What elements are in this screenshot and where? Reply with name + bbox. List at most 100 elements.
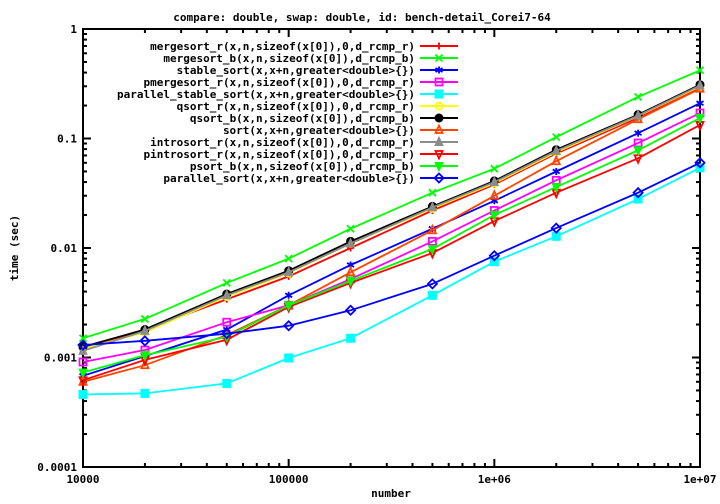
legend-label: qsort_b(x,n,sizeof(x[0]),d_rcmp_b)	[190, 112, 415, 125]
triangle-up-filled-marker	[489, 175, 500, 187]
times-marker	[695, 66, 705, 75]
legend-item: sort(x,x+n,greater<double>{})	[223, 123, 458, 137]
legend-label: pintrosort_r(x,n,sizeof(x[0]),0,d_rcmp_r…	[143, 148, 415, 161]
triangle-down-filled-marker	[78, 368, 88, 379]
triangle-up-open-marker	[489, 189, 500, 200]
triangle-down-filled-marker	[434, 162, 444, 173]
square-filled-marker	[284, 353, 294, 363]
x-tick-label: 100000	[269, 473, 309, 486]
series-line	[82, 161, 701, 346]
y-tick-label: 0.001	[44, 352, 77, 365]
triangle-up-filled-marker	[551, 144, 562, 155]
series-psort_b	[78, 113, 705, 379]
asterisk-marker	[634, 129, 643, 137]
y-tick-label: 0.0001	[37, 461, 77, 474]
square-filled-marker	[427, 290, 437, 300]
legend-item: mergesort_b(x,n,sizeof(x[0]),d_rcmp_b)	[163, 52, 458, 65]
diamond-open-marker	[550, 222, 563, 234]
triangle-down-filled-marker	[489, 211, 500, 222]
series-line	[82, 83, 701, 348]
axes: 10000 100000 1e+06 1e+07 1 0.1 0.01 0.001 0.0001	[37, 23, 716, 486]
series-parallel_sort	[77, 157, 706, 351]
triangle-down-filled-marker	[551, 183, 562, 194]
plus-marker	[435, 42, 443, 50]
legend-item: parallel_stable_sort(x,x+n,greater<doubl…	[117, 88, 458, 101]
legend-item: stable_sort(x,x+n,greater<double>{})	[177, 64, 458, 77]
series-parallel_stable_sort	[78, 163, 705, 399]
triangle-up-filled-marker	[283, 266, 294, 277]
times-marker	[428, 188, 437, 197]
x-tick-label: 10000	[66, 473, 99, 486]
times-marker	[490, 164, 499, 173]
x-axis-label: number	[371, 487, 411, 500]
triangle-up-filled-marker	[221, 289, 232, 300]
legend-item: pmergesort_r(x,n,sizeof(x[0]),0,d_rcmp_r…	[143, 76, 458, 89]
asterisk-marker	[552, 167, 561, 175]
legend-label: introsort_r(x,n,sizeof(x[0]),0,d_rcmp_r)	[150, 136, 415, 149]
legend: mergesort_r(x,n,sizeof(x[0]),0,d_rcmp_r)…	[117, 40, 458, 185]
legend-label: mergesort_r(x,n,sizeof(x[0]),0,d_rcmp_r)	[150, 40, 415, 53]
diamond-open-marker	[488, 249, 501, 262]
y-tick-label: 0.01	[51, 242, 78, 255]
legend-label: parallel_stable_sort(x,x+n,greater<doubl…	[117, 88, 415, 101]
times-marker	[222, 278, 231, 288]
square-filled-marker	[633, 194, 643, 204]
circle-filled-marker	[434, 113, 444, 123]
diamond-open-marker	[344, 304, 357, 317]
legend-item: mergesort_r(x,n,sizeof(x[0]),0,d_rcmp_r)	[150, 40, 458, 53]
legend-label: sort(x,x+n,greater<double>{})	[223, 124, 415, 137]
legend-item: introsort_r(x,n,sizeof(x[0]),0,d_rcmp_r)	[150, 135, 458, 149]
legend-label: qsort_r(x,n,sizeof(x[0]),0,d_rcmp_r)	[177, 100, 415, 113]
series-line	[82, 102, 701, 377]
times-marker	[552, 132, 561, 142]
series-introsort_r	[78, 79, 705, 355]
legend-label: parallel_sort(x,x+n,greater<double>{})	[163, 172, 415, 185]
triangle-down-filled-marker	[140, 351, 150, 362]
series-mergesort_b	[78, 66, 705, 343]
triangle-up-filled-marker	[434, 135, 444, 146]
square-filled-marker	[78, 389, 88, 399]
circle-open-marker	[434, 101, 444, 111]
triangle-up-filled-marker	[695, 79, 705, 90]
square-open-marker	[78, 357, 88, 367]
legend-label: psort_b(x,n,sizeof(x[0]),d_rcmp_b)	[190, 160, 415, 173]
square-filled-marker	[222, 378, 232, 388]
square-filled-marker	[489, 257, 499, 267]
series-line	[82, 112, 701, 363]
diamond-open-marker	[139, 335, 151, 347]
diamond-open-marker	[77, 339, 89, 351]
legend-label: pmergesort_r(x,n,sizeof(x[0]),0,d_rcmp_r…	[143, 76, 415, 89]
square-filled-marker	[434, 89, 444, 99]
legend-item: pintrosort_r(x,n,sizeof(x[0]),0,d_rcmp_r…	[143, 148, 458, 161]
diamond-open-marker	[282, 319, 295, 332]
triangle-up-open-marker	[551, 154, 562, 166]
triangle-down-open-marker	[434, 150, 444, 161]
square-filled-marker	[346, 333, 356, 343]
times-marker	[78, 334, 88, 343]
diamond-open-marker	[426, 278, 439, 290]
legend-label: stable_sort(x,x+n,greater<double>{})	[177, 64, 415, 77]
legend-item: psort_b(x,n,sizeof(x[0]),d_rcmp_b)	[190, 160, 458, 173]
legend-item: qsort_b(x,n,sizeof(x[0]),d_rcmp_b)	[190, 112, 458, 125]
series-line	[82, 117, 701, 374]
x-tick-label: 1e+06	[478, 473, 511, 486]
series-line	[82, 84, 701, 352]
times-marker	[284, 254, 293, 263]
triangle-up-open-marker	[139, 358, 150, 370]
times-marker	[140, 314, 150, 324]
square-open-marker	[222, 317, 232, 327]
legend-label: mergesort_b(x,n,sizeof(x[0]),d_rcmp_b)	[163, 52, 415, 65]
triangle-down-filled-marker	[427, 244, 438, 256]
triangle-up-open-marker	[345, 265, 356, 277]
triangle-down-filled-marker	[345, 276, 356, 288]
triangle-down-filled-marker	[695, 113, 705, 125]
asterisk-marker	[284, 291, 293, 299]
triangle-up-filled-marker	[427, 201, 438, 212]
data-series	[77, 66, 706, 399]
diamond-open-marker	[632, 186, 644, 199]
triangle-up-filled-marker	[140, 324, 150, 335]
square-open-marker	[428, 236, 437, 246]
y-tick-label: 1	[70, 23, 77, 36]
